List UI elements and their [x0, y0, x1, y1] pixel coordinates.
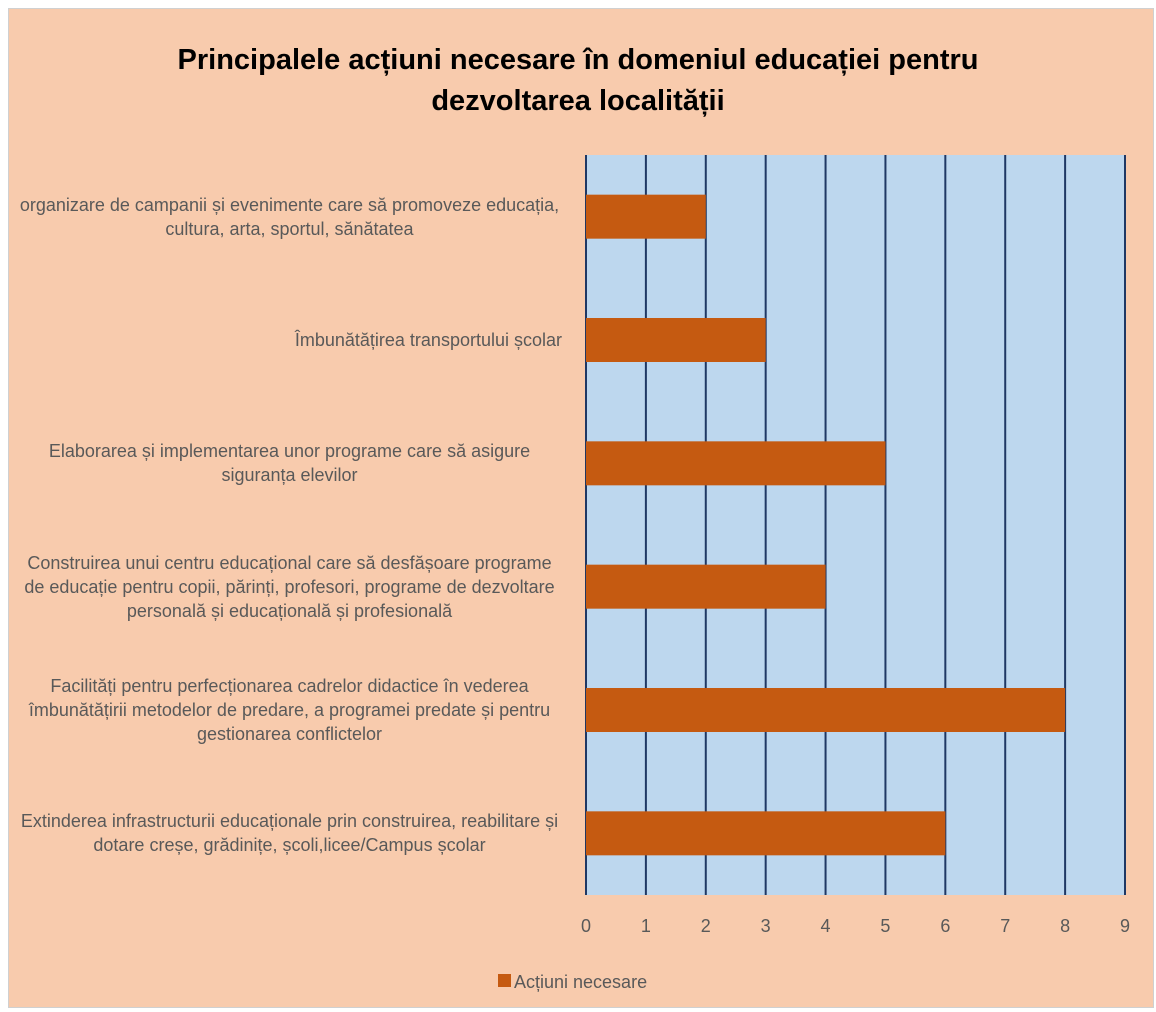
x-tick-label: 6	[940, 916, 950, 936]
bar	[586, 688, 1066, 732]
x-tick-label: 7	[1000, 916, 1010, 936]
x-tick-label: 9	[1120, 916, 1130, 936]
x-tick-label: 5	[880, 916, 890, 936]
plot-area	[586, 155, 1125, 895]
x-tick-label: 4	[821, 916, 831, 936]
x-tick-label: 8	[1060, 916, 1070, 936]
x-tick-label: 1	[641, 916, 651, 936]
chart-title: Principalele acțiuni necesare în domeniu…	[177, 44, 979, 117]
y-tick-label: Îmbunătățirea transportului școlar	[294, 330, 562, 350]
legend-label: Acțiuni necesare	[514, 972, 647, 992]
x-tick-label: 3	[761, 916, 771, 936]
bar	[586, 564, 826, 609]
y-tick-label: organizare de campanii și evenimente car…	[19, 194, 560, 239]
y-tick-label: Facilități pentru perfecționarea cadrelo…	[28, 676, 551, 744]
x-tick-label: 2	[701, 916, 711, 936]
y-tick-label: Extinderea infrastructurii educaționale …	[20, 811, 559, 856]
bar	[586, 318, 766, 362]
bar	[586, 441, 886, 486]
y-tick-label: Construirea unui centru educațional care…	[24, 552, 555, 621]
bar	[586, 811, 946, 856]
y-tick-label: Elaborarea și implementarea unor program…	[48, 441, 531, 486]
x-tick-label: 0	[581, 916, 591, 936]
bar	[586, 194, 706, 239]
legend-swatch	[498, 974, 511, 987]
